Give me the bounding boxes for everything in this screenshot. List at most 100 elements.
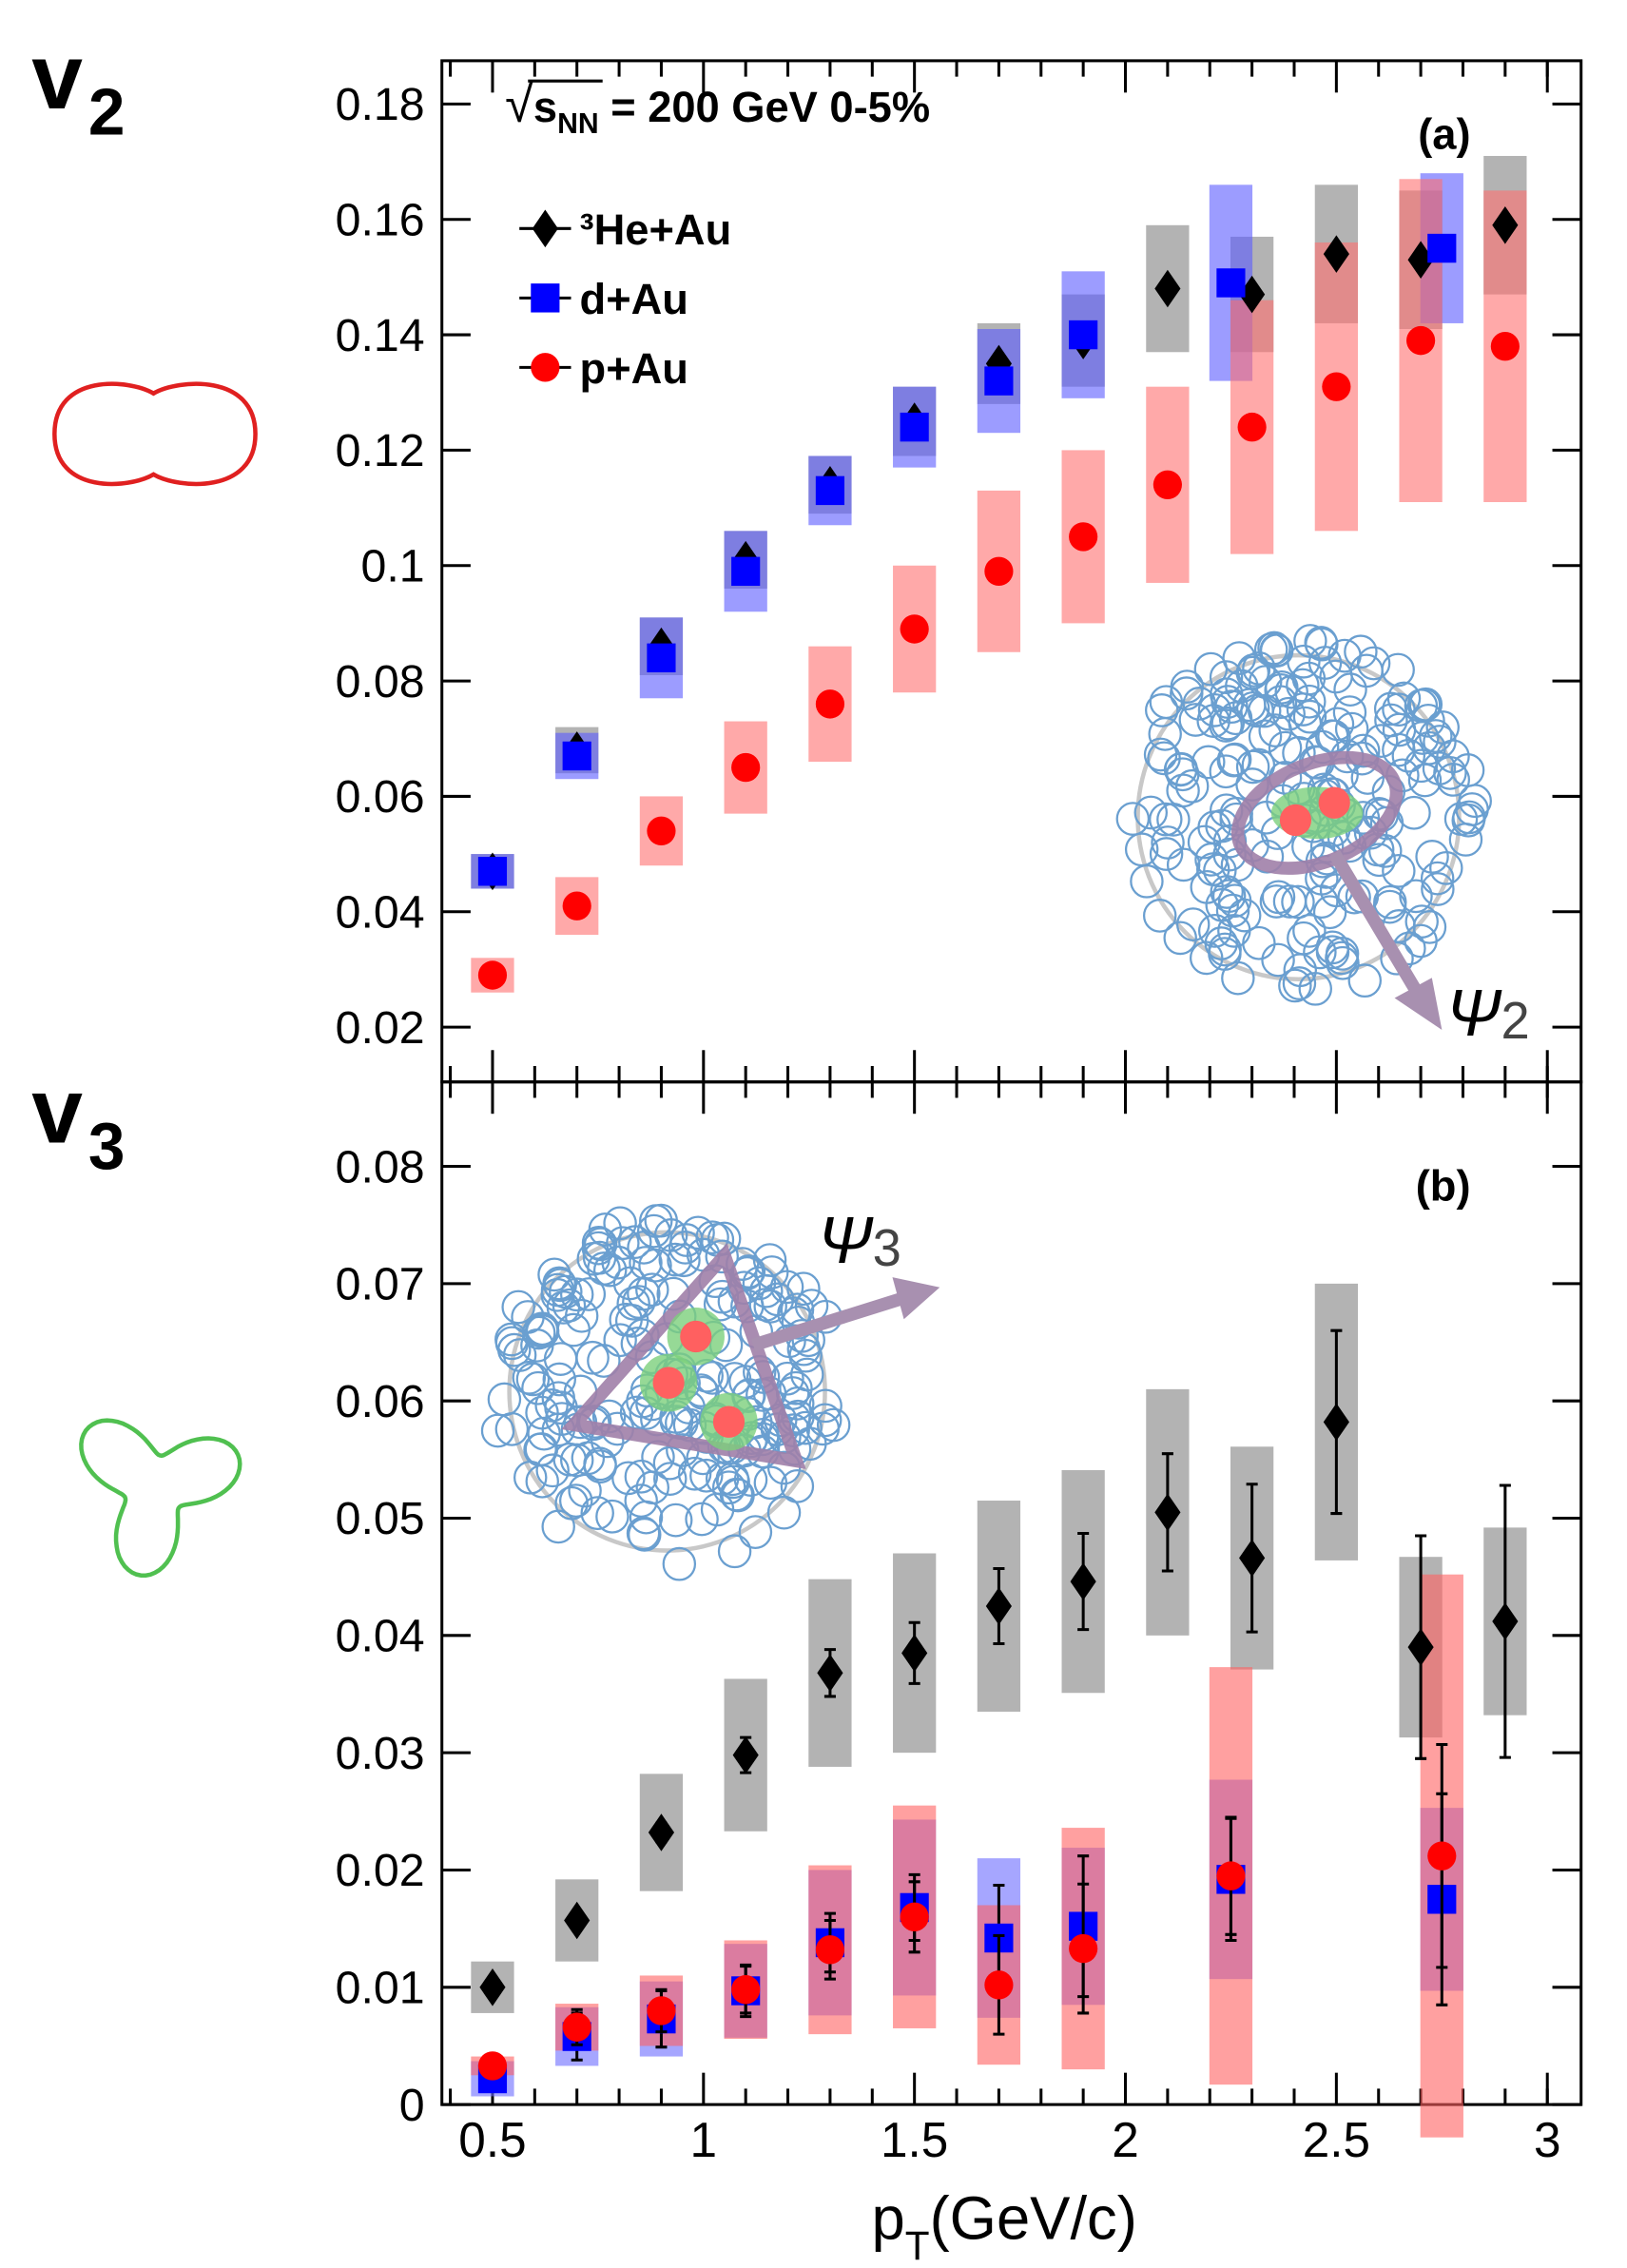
- nucleon: [1382, 692, 1416, 727]
- nucleon: [559, 1483, 593, 1518]
- marker-diamond: [532, 209, 558, 248]
- nucleon: [542, 1362, 576, 1397]
- nucleon: [1391, 738, 1426, 773]
- marker-square: [731, 556, 761, 587]
- nucleon: [636, 1213, 671, 1249]
- nucleon: [716, 1464, 750, 1500]
- nucleon: [588, 1212, 623, 1247]
- nucleon: [537, 1257, 571, 1292]
- marker-circle: [477, 2051, 508, 2081]
- y-tick-label: 0.06: [336, 771, 425, 823]
- nucleon: [1399, 879, 1433, 914]
- nucleon: [677, 1456, 712, 1491]
- marker-square: [815, 475, 845, 506]
- nucleon: [1242, 925, 1276, 960]
- nucleon: [1148, 717, 1182, 751]
- nucleon: [1166, 847, 1201, 882]
- nucleon: [728, 1365, 763, 1399]
- marker-diamond: [1407, 241, 1434, 279]
- nucleon: [571, 1277, 607, 1311]
- nucleon: [1257, 630, 1291, 666]
- nucleon: [521, 1370, 555, 1405]
- nucleon: [480, 1413, 515, 1448]
- nucleon: [1124, 832, 1159, 867]
- y-tick-label: 0: [399, 2080, 425, 2131]
- marker-circle: [647, 1996, 676, 2026]
- nucleon: [525, 1395, 559, 1430]
- marker-circle: [815, 689, 845, 719]
- nucleon: [583, 1227, 618, 1262]
- nucleon: [1211, 706, 1245, 741]
- plane-arrowhead: [892, 1277, 940, 1320]
- marker-diamond: [1492, 206, 1519, 244]
- nucleon: [653, 1462, 688, 1496]
- nucleon: [652, 1445, 688, 1481]
- nucleon: [1286, 668, 1320, 703]
- nucleon: [1420, 861, 1455, 896]
- nucleon: [805, 1411, 841, 1446]
- nucleon: [1429, 850, 1463, 885]
- marker-diamond: [901, 1634, 928, 1673]
- x-tick-label: 1: [690, 2112, 718, 2167]
- triangular-shape: [79, 1418, 242, 1579]
- x-axis-label-main: p: [872, 2184, 905, 2252]
- y-tick-label: 0.08: [336, 656, 425, 708]
- marker-circle: [1069, 1933, 1098, 1964]
- nucleon: [583, 1449, 617, 1483]
- nucleon: [753, 1465, 788, 1501]
- marker-diamond: [1154, 1493, 1181, 1532]
- nucleon: [1373, 691, 1408, 727]
- marker-diamond: [648, 1813, 675, 1851]
- nucleon: [1404, 923, 1438, 959]
- nucleon: [658, 1242, 692, 1277]
- x-tick-label: 0.5: [458, 2112, 526, 2167]
- nucleon: [1143, 737, 1178, 772]
- marker-circle: [984, 1970, 1014, 2000]
- nucleon: [494, 1411, 530, 1446]
- y-tick-label: 0.01: [336, 1962, 425, 2013]
- y-tick-label: 0.04: [336, 1610, 425, 1661]
- nucleon: [628, 1518, 662, 1552]
- nucleon: [1204, 926, 1239, 960]
- nucleon: [614, 1303, 649, 1338]
- marker-circle: [1406, 325, 1436, 356]
- nucleon: [611, 1461, 646, 1496]
- participant: [712, 1405, 746, 1438]
- marker-square: [647, 643, 676, 673]
- nucleon: [1248, 719, 1283, 754]
- nucleon: [1133, 795, 1168, 830]
- nucleon: [1421, 872, 1455, 906]
- marker-circle: [731, 752, 761, 783]
- nucleon: [1411, 703, 1445, 738]
- nucleon: [1380, 940, 1414, 976]
- panel-tag: (b): [1416, 1161, 1471, 1210]
- nucleon: [1170, 676, 1204, 711]
- nucleon: [1248, 665, 1283, 700]
- nucleon: [1346, 733, 1381, 768]
- nucleon: [717, 1534, 752, 1569]
- marker-square: [1216, 268, 1246, 298]
- nucleon: [705, 1239, 739, 1274]
- marker-circle: [1490, 331, 1520, 361]
- side-label-sub: 2: [88, 74, 126, 148]
- nucleon: [1209, 660, 1244, 694]
- marker-circle: [1216, 1861, 1246, 1890]
- nucleon: [624, 1459, 659, 1494]
- plot-frame: [440, 1080, 1583, 2106]
- nucleon: [1142, 899, 1177, 933]
- nucleon: [1373, 884, 1407, 920]
- marker-circle: [647, 816, 676, 846]
- nucleon: [1236, 653, 1271, 688]
- nucleon: [1208, 932, 1242, 967]
- marker-circle: [562, 891, 591, 921]
- y-tick-label: 0.04: [336, 886, 425, 938]
- plane-label-sub: 3: [873, 1219, 901, 1277]
- marker-square: [531, 283, 560, 313]
- nucleon: [612, 1266, 648, 1301]
- nucleon: [1436, 739, 1470, 774]
- x-tick-label: 2: [1112, 2112, 1139, 2167]
- nucleon: [554, 1485, 589, 1521]
- x-tick-label: 3: [1534, 2112, 1561, 2167]
